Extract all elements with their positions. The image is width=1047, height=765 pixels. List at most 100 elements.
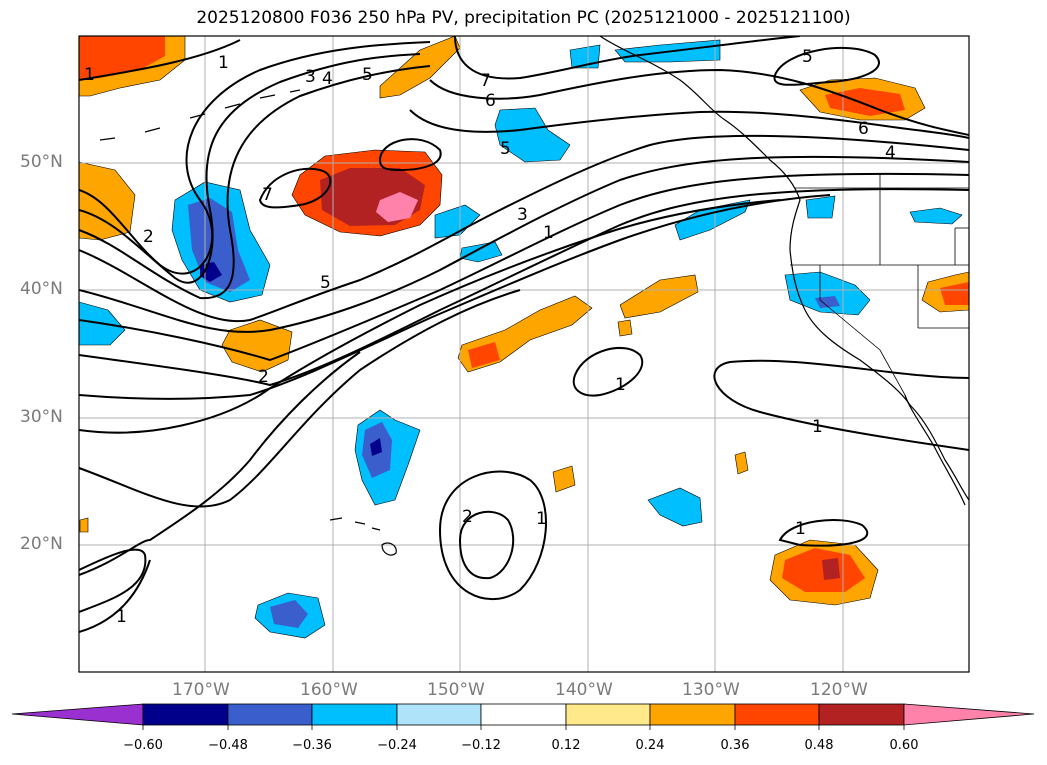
pv-contour (79, 559, 151, 633)
precip-blob-blue-id2 (909, 207, 963, 225)
precip-shading (79, 36, 969, 639)
contour-label: 1 (615, 375, 626, 395)
colorbar-segment (734, 703, 820, 726)
colorbar-tick-label: −0.36 (292, 738, 332, 753)
pv-contour (79, 199, 781, 434)
coastlines (99, 36, 969, 556)
pv-contour (79, 53, 421, 284)
colorbar (11, 703, 1035, 730)
contour-label: 1 (116, 607, 127, 627)
colorbar-segment (649, 703, 736, 726)
contour-label: 2 (258, 367, 269, 387)
precip-blob-orange-se-dark (822, 558, 840, 580)
lon-label-120w: 120°W (810, 680, 868, 700)
lon-label-160w: 160°W (300, 680, 358, 700)
pv-contour (438, 470, 547, 600)
precip-blob-blue-ak1 (569, 44, 601, 69)
contour-label: 3 (517, 205, 528, 225)
colorbar-tick-label: −0.60 (123, 738, 163, 753)
colorbar-tick-label: 0.60 (889, 738, 919, 753)
coastline-hawaii (329, 517, 397, 556)
precip-blob-orange-small (552, 465, 576, 493)
contour-label: 1 (543, 223, 554, 243)
map-frame (78, 35, 970, 673)
precip-blob-nw-core (79, 36, 165, 80)
precip-blob-blue-hawaii-core (270, 600, 308, 628)
contour-label: 1 (812, 417, 823, 437)
contour-label: 7 (480, 71, 491, 91)
precip-blob-orange-east-core (940, 282, 969, 305)
pv-contour (429, 68, 969, 136)
colorbar-extend-high (903, 703, 1035, 726)
pv-contour (378, 138, 442, 172)
precip-blob-orange-center2 (619, 274, 699, 319)
lat-label-40n: 40°N (20, 279, 63, 299)
contour-label: 1 (218, 53, 229, 73)
contour-label: 2 (462, 507, 473, 527)
pv-contour (773, 46, 880, 86)
pv-contour (713, 359, 969, 451)
pv-contour (409, 109, 969, 139)
graticule (79, 36, 969, 672)
contour-label: 4 (322, 69, 333, 89)
colorbar-segment (227, 703, 313, 726)
precip-blob-blue-ca-core (815, 296, 840, 308)
lon-label-150w: 150°W (427, 680, 485, 700)
colorbar-tick-label: −0.12 (461, 738, 501, 753)
precip-blob-red-main-core (376, 192, 418, 222)
precip-blob-orange-center-core (468, 342, 500, 368)
contour-label: 1 (536, 509, 547, 529)
contour-label: 4 (885, 143, 896, 163)
precip-blob-orange-tiny1 (734, 451, 749, 475)
pv-contour (458, 510, 515, 580)
contour-label: 5 (802, 47, 813, 67)
colorbar-segment (480, 703, 567, 726)
pv-contour (79, 41, 431, 275)
precip-blob-orange-tiny3 (617, 319, 633, 337)
contour-label: 5 (500, 139, 511, 159)
contour-label: 1 (795, 519, 806, 539)
contour-labels: 1 1 3 4 5 7 6 5 6 4 5 7 2 5 3 1 2 1 1 2 … (84, 47, 896, 627)
pv-contour (79, 188, 969, 387)
pv-contour (79, 155, 969, 333)
contour-label: 1 (84, 65, 95, 85)
precip-blob-west (79, 161, 136, 241)
lon-label-170w: 170°W (172, 680, 230, 700)
colorbar-tick-label: 0.12 (551, 738, 581, 753)
precip-blob-blue-south-core (370, 438, 382, 456)
pv-contour (79, 172, 969, 362)
lon-label-130w: 130°W (682, 680, 740, 700)
precip-blob-orange-canada-core (825, 88, 905, 116)
pv-contour (572, 346, 644, 397)
precip-blob-blue-id1 (805, 195, 836, 219)
pv-contours (79, 36, 969, 633)
pv-contour (454, 36, 801, 80)
pv-contour (258, 167, 332, 209)
contour-label: 2 (143, 227, 154, 247)
coastline-aleutians (99, 89, 301, 141)
political-borders (790, 175, 969, 396)
lat-label-20n: 20°N (20, 534, 63, 554)
colorbar-segment (396, 703, 482, 726)
lat-label-50n: 50°N (20, 152, 63, 172)
pv-contour (79, 289, 521, 508)
precip-blob-orange-tiny2 (79, 517, 89, 533)
colorbar-segment (565, 703, 651, 726)
pv-contour (79, 65, 431, 300)
pv-contour (79, 194, 831, 400)
contour-label: 3 (305, 67, 316, 87)
coastline-north-america (599, 36, 969, 501)
colorbar-tick-label: −0.24 (377, 738, 417, 753)
colorbar-segment (311, 703, 398, 726)
map-title: 2025120800 F036 250 hPa PV, precipitatio… (196, 8, 851, 28)
contour-label: 7 (262, 185, 273, 205)
lon-label-140w: 140°W (555, 680, 613, 700)
coastline-baja (904, 394, 966, 506)
colorbar-extend-low (11, 703, 144, 726)
precip-blob-blue-ca (784, 271, 871, 316)
pv-contour (79, 548, 147, 613)
precip-blob-blue-sc (647, 487, 703, 527)
contour-label: 6 (485, 91, 496, 111)
contour-label: 5 (362, 65, 373, 85)
lat-label-30n: 30°N (20, 407, 63, 427)
